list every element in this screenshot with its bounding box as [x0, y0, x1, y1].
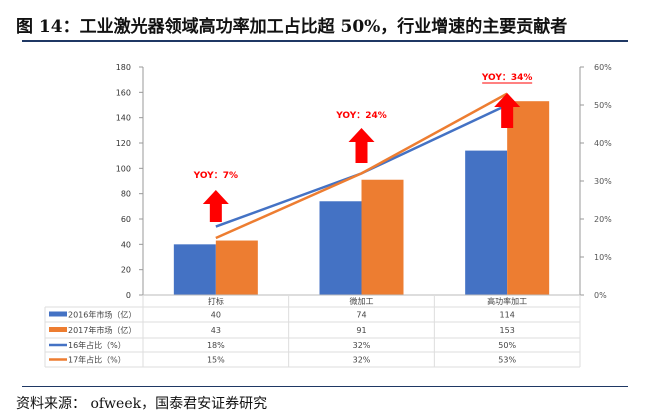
- table-cell: 153: [500, 326, 515, 335]
- left-tick-label: 180: [116, 63, 131, 72]
- bar-2016: [173, 244, 216, 295]
- bar-2017: [361, 179, 404, 295]
- left-tick-label: 0: [126, 291, 131, 300]
- bar-2017: [507, 101, 550, 295]
- left-tick-label: 120: [116, 139, 131, 148]
- left-tick-label: 60: [121, 215, 131, 224]
- legend-label: 16年占比（%）: [68, 340, 126, 350]
- figure-title: 图 14：工业激光器领域高功率加工占比超 50%，行业增速的主要贡献者: [16, 17, 568, 37]
- table-cell: 43: [211, 326, 221, 335]
- table-cell: 40: [211, 311, 221, 320]
- source-rule: [22, 386, 628, 387]
- line-17-share: [215, 92, 508, 240]
- right-tick-label: 10%: [594, 253, 612, 262]
- table-cell: 53%: [498, 356, 516, 365]
- left-tick-label: 40: [121, 240, 131, 249]
- left-tick-label: 160: [116, 88, 131, 97]
- table-cell: 18%: [207, 341, 225, 350]
- left-tick-label: 140: [116, 114, 131, 123]
- title-rule: [22, 40, 628, 42]
- table-cell: 114: [500, 311, 515, 320]
- bar-2017: [215, 240, 258, 295]
- table-cell: 32%: [353, 356, 371, 365]
- right-tick-label: 20%: [594, 215, 612, 224]
- chart: 0 20 40 60 80 100 120 140 160 180 0% 10% 20% 30% 40% 50…: [44, 63, 612, 368]
- legend-key: [49, 327, 67, 332]
- legend-label: 2017年市场（亿）: [68, 325, 136, 335]
- table-cell: 15%: [207, 356, 225, 365]
- right-tick-label: 50%: [594, 101, 612, 110]
- yoy-annotation: YOY：7%: [193, 171, 238, 181]
- up-arrow-icon: [494, 93, 521, 128]
- table-cell: 50%: [498, 341, 516, 350]
- bar-2016: [465, 150, 508, 295]
- right-tick-label: 30%: [594, 177, 612, 186]
- up-arrow-icon: [348, 128, 375, 163]
- category-label: 打标: [208, 296, 224, 306]
- category-label: 高功率加工: [487, 296, 527, 306]
- left-tick-label: 80: [121, 190, 131, 199]
- up-arrow-icon: [202, 190, 229, 222]
- left-tick-label: 20: [121, 266, 131, 275]
- right-tick-label: 0%: [594, 291, 607, 300]
- legend-label: 2016年市场（亿）: [68, 310, 136, 320]
- bar-2016: [319, 201, 362, 295]
- category-label: 微加工: [350, 296, 374, 306]
- yoy-annotation: YOY：34%: [481, 73, 533, 83]
- left-tick-label: 100: [116, 164, 131, 173]
- legend-key: [49, 311, 67, 317]
- table-cell: 32%: [353, 341, 371, 350]
- yoy-annotation: YOY：24%: [335, 111, 387, 121]
- source-note: 资料来源： ofweek，国泰君安证券研究: [16, 396, 268, 412]
- table-cell: 91: [356, 326, 366, 335]
- right-tick-label: 60%: [594, 63, 612, 72]
- right-tick-label: 40%: [594, 139, 612, 148]
- table-cell: 74: [356, 311, 366, 320]
- legend-label: 17年占比（%）: [68, 355, 126, 365]
